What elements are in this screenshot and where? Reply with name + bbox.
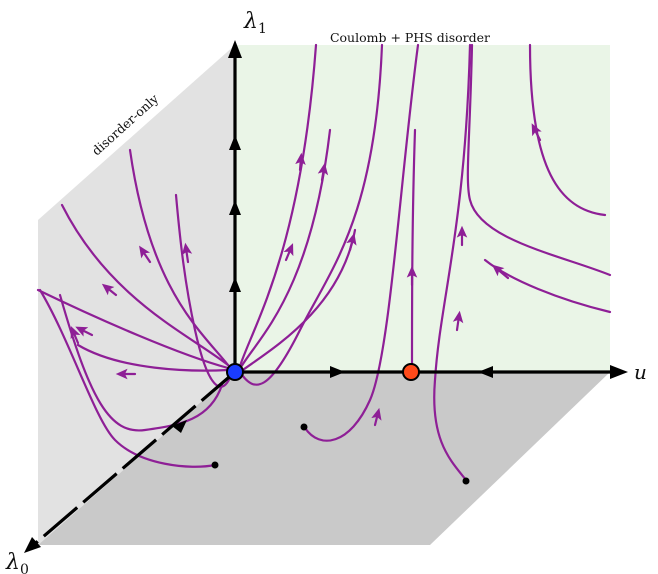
- flow-line: [410, 128, 417, 374]
- u-axis-tip: [610, 365, 628, 379]
- flow-arrow: [75, 326, 94, 337]
- flow-start-dot: [300, 423, 308, 431]
- flow-arrow: [283, 243, 294, 262]
- flow-line: [174, 193, 234, 388]
- lambda0-axis: [28, 370, 237, 550]
- floor-plane: [38, 372, 610, 545]
- flow-arrow: [317, 162, 329, 182]
- flow-line: [38, 288, 217, 468]
- flow-arrow: [70, 326, 81, 345]
- lambda1-axis-tip: [228, 40, 242, 58]
- axes: [24, 40, 628, 553]
- flow-start-dot: [462, 477, 470, 485]
- flow-lines: [36, 43, 612, 482]
- flow-arrow: [452, 310, 464, 332]
- lambda0-axis-tip: [24, 537, 41, 553]
- flow-arrow: [295, 152, 306, 172]
- flow-line: [236, 128, 332, 374]
- flow-line: [238, 43, 384, 386]
- flow-arrow: [181, 242, 193, 264]
- u-label: u: [634, 360, 647, 384]
- lambda0-label: λ0: [5, 550, 29, 574]
- flow-line: [433, 43, 472, 482]
- flow-arrow: [531, 123, 542, 142]
- flow-line: [128, 148, 230, 367]
- back-plane-coulomb: [235, 45, 610, 372]
- flow-line: [303, 43, 420, 442]
- flow-line: [60, 203, 230, 367]
- flow-line: [58, 293, 224, 432]
- axis-arrow: [229, 200, 241, 215]
- flow-line: [466, 43, 612, 277]
- flow-arrow: [101, 283, 118, 297]
- flow-arrow: [139, 245, 152, 264]
- flow-line: [236, 43, 318, 374]
- lambda1-label: λ1: [243, 9, 267, 37]
- coulomb-fixed-point: [402, 363, 420, 381]
- gaussian-fixed-point: [226, 363, 244, 381]
- axis-arrow: [330, 366, 345, 378]
- flow-line: [76, 343, 230, 372]
- flow-arrow: [371, 407, 382, 427]
- coulomb-plane-label: Coulomb + PHS disorder: [330, 30, 490, 45]
- flow-arrow: [346, 232, 357, 252]
- flow-arrows: [70, 123, 542, 427]
- axis-arrow: [229, 277, 241, 292]
- axis-arrow: [172, 420, 187, 433]
- flow-arrow: [491, 264, 510, 280]
- axis-arrow: [478, 366, 493, 378]
- flow-start-dot: [211, 461, 219, 469]
- side-plane-disorder-only: [38, 45, 235, 545]
- axis-arrow: [229, 135, 241, 150]
- flow-line: [528, 43, 607, 217]
